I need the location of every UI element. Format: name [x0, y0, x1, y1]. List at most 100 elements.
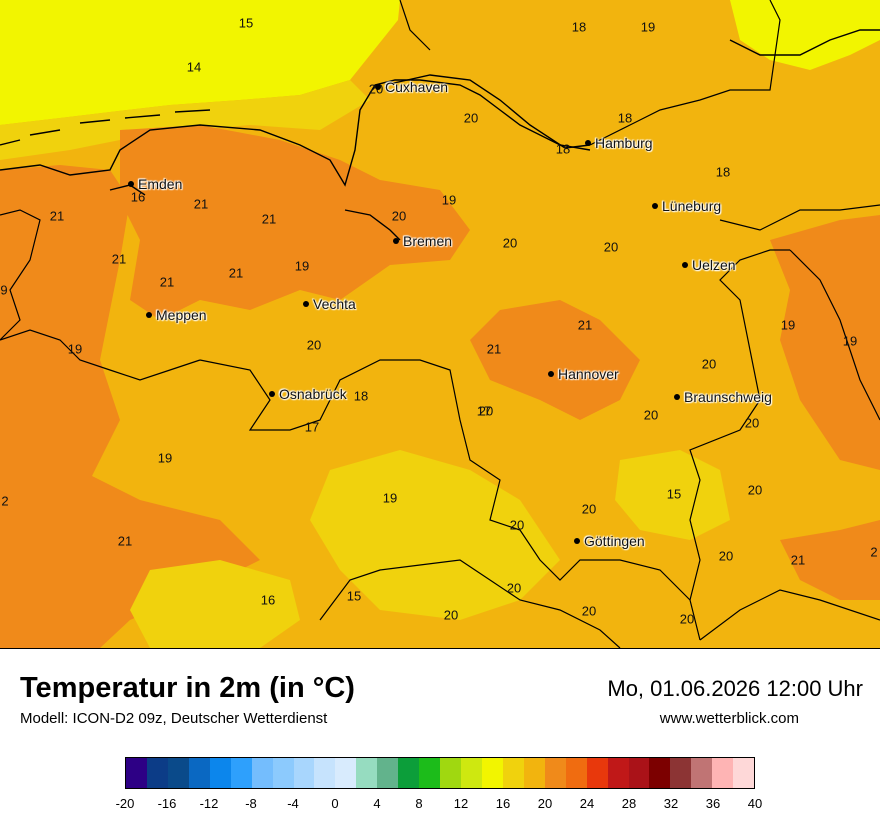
color-scale-swatch	[670, 758, 692, 788]
color-scale-swatch	[293, 758, 315, 788]
elbe-river	[384, 74, 591, 149]
temperature-value: 20	[478, 403, 494, 419]
temperature-value: 20	[679, 611, 695, 627]
temperature-value: 20	[744, 415, 760, 431]
city-marker-icon	[303, 301, 309, 308]
temperature-value: 20	[581, 603, 597, 619]
temperature-value: 21	[111, 251, 127, 267]
warm-east	[770, 215, 880, 470]
warm-southwest	[0, 470, 260, 648]
northeast-coast	[729, 29, 880, 56]
temperature-value: 20	[506, 580, 522, 596]
temperature-value: 20	[718, 548, 734, 564]
city-bremen: Bremen	[393, 233, 452, 249]
color-scale-tick: 8	[415, 796, 423, 811]
border-nrw-north	[199, 359, 701, 641]
border-netherlands	[0, 209, 41, 341]
color-scale-swatch	[251, 758, 273, 788]
color-scale-tick: 16	[495, 796, 511, 811]
temperature-value: 20	[463, 110, 479, 126]
city-vechta: Vechta	[303, 296, 356, 312]
border-north-hamburg	[399, 0, 431, 51]
color-scale-tick: 32	[663, 796, 679, 811]
color-scale-swatch	[607, 758, 629, 788]
city-name: Osnabrück	[279, 386, 347, 402]
color-scale-swatch	[628, 758, 650, 788]
city-uelzen: Uelzen	[682, 257, 736, 273]
temperature-value: 21	[790, 552, 806, 568]
temperature-value: 21	[49, 208, 65, 224]
coast-band	[0, 80, 370, 160]
map-canvas	[0, 0, 880, 648]
border-east	[689, 249, 790, 601]
borders	[0, 0, 880, 648]
color-scale-tick: 20	[537, 796, 553, 811]
color-scale-swatch	[440, 758, 461, 788]
warm-central	[470, 300, 640, 420]
color-scale-swatch	[230, 758, 252, 788]
temperature-value: 9	[0, 282, 8, 298]
islands	[0, 109, 211, 146]
temperature-value: 19	[842, 333, 858, 349]
temperature-value: 17	[304, 419, 320, 435]
color-scale-tick: 28	[621, 796, 637, 811]
color-scale-swatch	[146, 758, 168, 788]
color-scale-swatch	[209, 758, 231, 788]
temperature-value: 21	[159, 274, 175, 290]
website-link[interactable]: www.wetterblick.com	[659, 710, 799, 727]
temperature-value: 21	[228, 265, 244, 281]
temperature-value: 20	[306, 337, 322, 353]
temperature-value: 2	[1, 493, 9, 509]
border-hessen	[319, 559, 621, 648]
color-scale-swatch	[398, 758, 420, 788]
temperature-value: 14	[186, 59, 202, 75]
city-marker-icon	[375, 84, 381, 91]
city-name: Lüneburg	[662, 198, 722, 214]
border-north-east	[589, 0, 781, 146]
temperature-value: 18	[715, 164, 731, 180]
city-name: Meppen	[156, 307, 207, 323]
city-name: Bremen	[403, 233, 453, 249]
temperature-value: 21	[117, 533, 133, 549]
color-scale-swatch	[461, 758, 482, 788]
border-sachsen-anhalt	[789, 249, 880, 421]
color-scale-tick: 0	[331, 796, 339, 811]
city-lüneburg: Lüneburg	[652, 198, 721, 214]
city-name: Hannover	[558, 366, 619, 382]
temperature-value: 19	[780, 317, 796, 333]
temperature-value: 20	[701, 356, 717, 372]
city-marker-icon	[674, 394, 680, 401]
sea-northeast	[730, 0, 880, 70]
color-scale-tick: -4	[287, 796, 299, 811]
temperature-value: 18	[571, 19, 587, 35]
color-scale-swatch	[502, 758, 524, 788]
color-scale-tick: -8	[245, 796, 257, 811]
cool-solling	[130, 560, 300, 648]
temperature-value: 16	[260, 592, 276, 608]
color-scale-swatch	[126, 758, 147, 788]
color-scale-tick: 12	[453, 796, 469, 811]
border-elbe-east	[719, 204, 880, 231]
city-göttingen: Göttingen	[574, 533, 645, 549]
color-scale-tick: -20	[115, 796, 135, 811]
weser-estuary	[344, 209, 401, 241]
city-marker-icon	[269, 391, 275, 398]
temperature-value: 20	[581, 501, 597, 517]
temperature-value: 15	[238, 15, 254, 31]
color-scale-tick: 40	[747, 796, 763, 811]
cool-harz	[615, 450, 730, 540]
city-hamburg: Hamburg	[585, 135, 653, 151]
map-title: Temperatur in 2m (in °C)	[20, 672, 355, 704]
city-emden: Emden	[128, 176, 182, 192]
city-name: Vechta	[313, 296, 356, 312]
color-scale-swatch	[377, 758, 399, 788]
north-sea	[0, 0, 400, 125]
city-hannover: Hannover	[548, 366, 619, 382]
color-scale-swatch	[586, 758, 608, 788]
color-scale-swatch	[419, 758, 441, 788]
temperature-value: 19	[157, 450, 173, 466]
color-scale-tick: -12	[199, 796, 219, 811]
color-scale-swatch	[188, 758, 210, 788]
cool-south	[310, 450, 560, 620]
temperature-value: 20	[443, 607, 459, 623]
